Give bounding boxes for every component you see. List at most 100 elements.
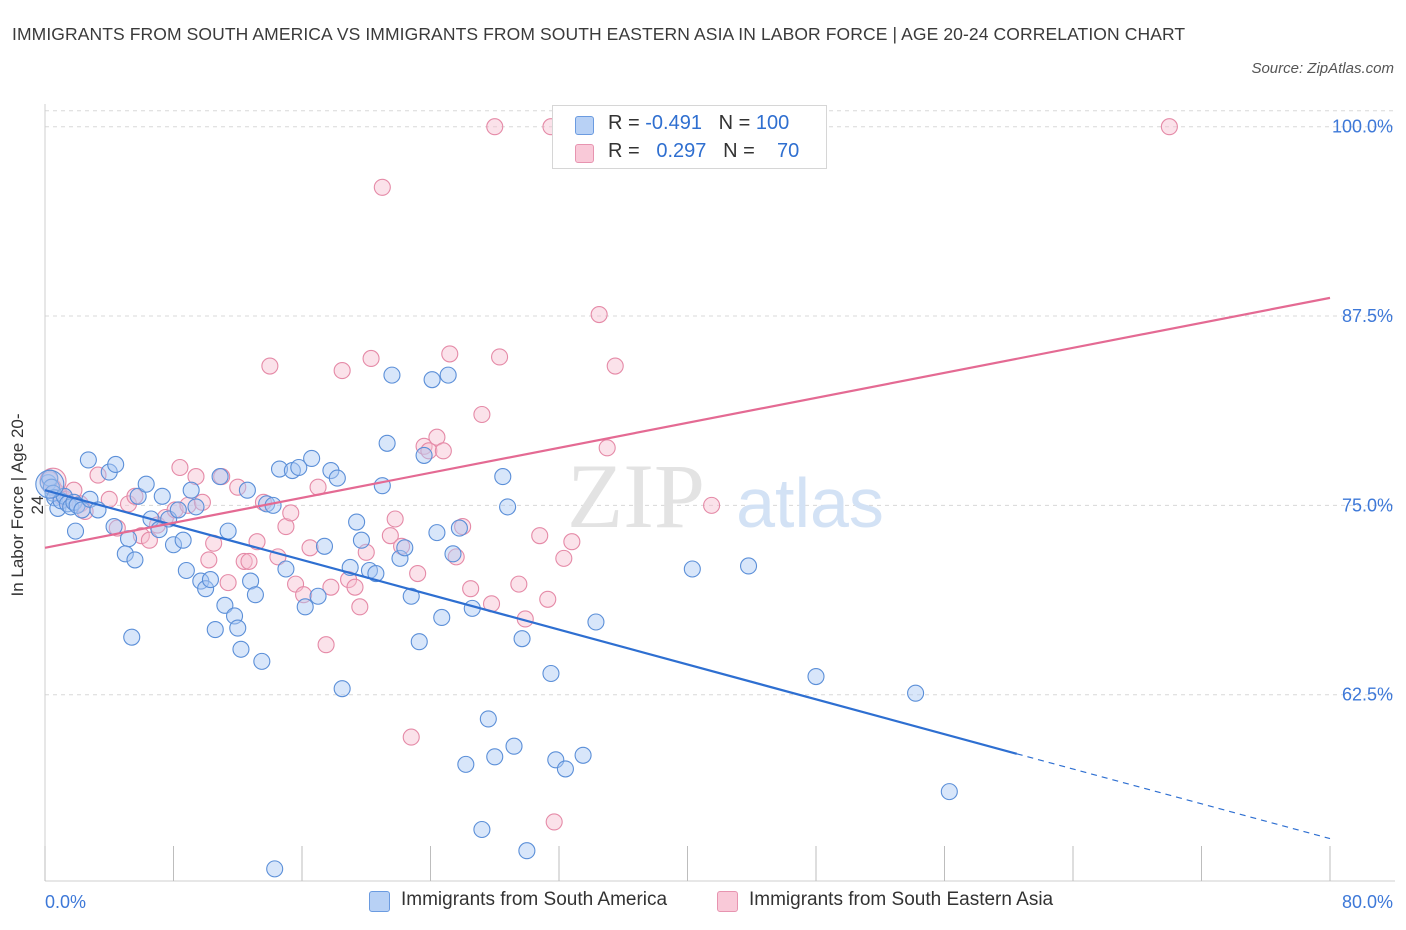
data-point-south-america <box>126 551 144 569</box>
data-point-south-america <box>315 537 334 555</box>
data-point-south-america <box>79 451 97 469</box>
data-point-south-america <box>367 564 385 583</box>
watermark-zip: ZIP <box>567 445 705 547</box>
data-point-south-america <box>479 710 497 728</box>
data-point-south-america <box>402 587 420 605</box>
data-point-south-america <box>739 557 758 575</box>
data-point-south-america <box>494 468 512 486</box>
data-point-south-america <box>450 519 468 537</box>
data-point-south-eastern-asia <box>200 551 218 569</box>
trend-lines <box>44 296 1331 840</box>
data-point-south-america <box>197 580 215 598</box>
legend-r-label: R = <box>608 112 640 134</box>
y-tick-labels: 62.5% 75.0% 87.5% 100.0% <box>1332 117 1393 705</box>
x-tick-labels: 0.0% 80.0% <box>45 892 1393 912</box>
data-point-south-eastern-asia <box>402 728 420 746</box>
data-point-south-america <box>206 621 224 639</box>
y-tick-label: 87.5% <box>1342 306 1393 326</box>
legend-n-value-blue: 100 <box>755 112 790 134</box>
data-point-south-america <box>574 746 592 764</box>
data-point-south-america <box>201 571 219 589</box>
data-point-south-eastern-asia <box>89 466 107 484</box>
data-point-south-america <box>277 560 295 578</box>
data-point-south-eastern-asia <box>703 496 721 514</box>
data-point-south-eastern-asia <box>301 539 319 557</box>
data-point-south-america <box>169 501 187 519</box>
data-point-south-eastern-asia <box>362 349 380 368</box>
data-point-south-eastern-asia <box>510 575 528 593</box>
data-point-south-america <box>266 860 284 878</box>
data-point-south-eastern-asia <box>171 458 189 477</box>
data-point-south-eastern-asia <box>333 362 351 380</box>
data-point-south-america <box>129 487 147 505</box>
data-point-south-eastern-asia <box>240 552 258 570</box>
data-point-south-america <box>518 842 536 860</box>
data-point-south-eastern-asia <box>381 527 399 545</box>
data-point-south-eastern-asia <box>282 504 300 522</box>
data-point-south-america <box>428 524 446 542</box>
y-tick-label: 62.5% <box>1342 685 1393 705</box>
data-point-south-america <box>556 760 574 778</box>
data-point-south-america <box>62 498 80 516</box>
data-point-south-america <box>116 545 134 563</box>
data-point-south-eastern-asia <box>491 348 509 366</box>
data-point-south-eastern-asia <box>1160 118 1178 136</box>
data-point-south-america <box>296 598 314 616</box>
data-point-south-eastern-asia <box>420 442 438 460</box>
data-point-south-america <box>423 371 441 389</box>
data-point-south-eastern-asia <box>351 598 369 616</box>
data-point-south-eastern-asia <box>346 578 364 596</box>
data-point-south-america <box>391 549 409 567</box>
trend-line-south-america-extension <box>1016 753 1331 840</box>
data-cluster-south-america <box>35 469 65 499</box>
data-point-south-america <box>182 481 200 499</box>
correlation-legend: R = -0.491 N = 100 R = 0.297 N = 70 <box>552 105 827 169</box>
data-point-south-america <box>177 561 195 580</box>
trend-line-south-eastern-asia <box>44 296 1331 549</box>
y-axis-label: In Labor Force | Age 20-24 <box>8 413 47 597</box>
data-point-south-eastern-asia <box>531 527 549 545</box>
data-point-south-america <box>383 366 401 384</box>
trend-line-south-america <box>44 489 1018 755</box>
data-point-south-america <box>303 449 321 467</box>
data-point-south-america <box>66 522 85 540</box>
axes <box>44 104 1395 882</box>
data-point-south-america <box>219 522 237 540</box>
watermark-atlas: atlas <box>736 464 884 542</box>
data-point-south-america <box>457 755 475 773</box>
data-point-south-america <box>433 608 451 627</box>
data-point-south-america <box>270 460 289 478</box>
y-tick-label: 75.0% <box>1342 495 1393 515</box>
data-point-south-america <box>232 640 250 658</box>
source-label: Source: ZipAtlas.com <box>1251 60 1394 77</box>
grid-lines <box>45 110 1395 696</box>
data-point-south-eastern-asia <box>235 552 253 570</box>
data-point-south-america <box>187 498 205 516</box>
data-point-south-america <box>174 531 192 549</box>
data-point-south-america <box>253 652 271 670</box>
series-south-america-points <box>35 366 958 878</box>
data-point-south-eastern-asia <box>277 518 295 536</box>
data-point-south-eastern-asia <box>462 580 480 598</box>
data-point-south-america <box>499 498 517 516</box>
data-point-south-eastern-asia <box>590 305 608 324</box>
data-point-south-eastern-asia <box>219 574 237 592</box>
legend-n-label: N = <box>723 140 755 162</box>
series-name-south-america: Immigrants from South America <box>401 889 668 910</box>
data-point-south-eastern-asia <box>140 531 158 549</box>
data-point-south-america <box>123 628 141 646</box>
data-point-south-america <box>107 455 125 474</box>
data-point-south-america <box>473 820 491 839</box>
data-point-south-america <box>907 684 925 702</box>
data-point-south-eastern-asia <box>555 549 573 567</box>
data-point-south-america <box>153 487 171 505</box>
data-point-south-eastern-asia <box>409 564 427 583</box>
data-point-south-eastern-asia <box>606 357 624 375</box>
data-point-south-america <box>396 539 414 557</box>
series-name-south-eastern-asia: Immigrants from South Eastern Asia <box>749 889 1054 910</box>
data-point-south-america <box>216 596 234 614</box>
data-point-south-america <box>505 737 523 755</box>
pink-swatch <box>575 144 594 163</box>
data-point-south-eastern-asia <box>486 118 504 136</box>
